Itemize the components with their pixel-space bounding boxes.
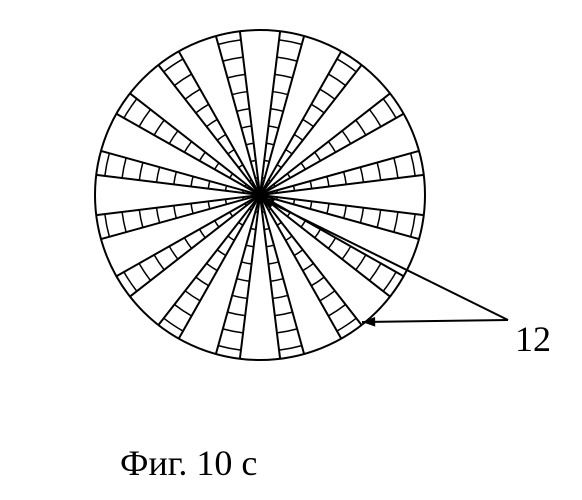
figure-caption: Фиг. 10 с <box>120 442 257 484</box>
reference-number-12: 12 <box>515 318 551 360</box>
diagram-svg <box>0 0 582 500</box>
